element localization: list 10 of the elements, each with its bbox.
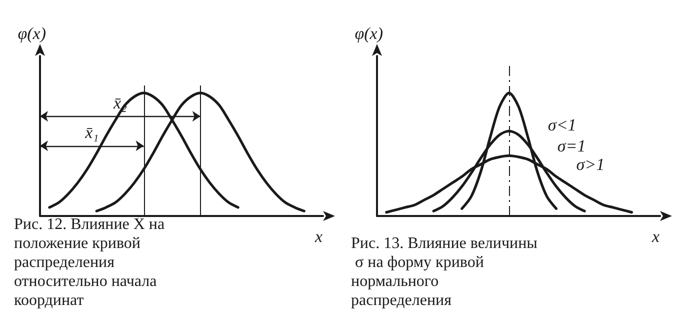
- annotation: x̄₁: [84, 122, 99, 142]
- x-axis-title: x: [651, 227, 660, 246]
- x-axis-title: x: [314, 227, 323, 246]
- y-axis-title: φ(x): [18, 24, 46, 43]
- annotation: x̄₂: [112, 93, 127, 112]
- y-axis-title: φ(x): [354, 24, 384, 43]
- series-label: σ=1: [557, 136, 586, 156]
- series-label: σ<1: [548, 116, 576, 135]
- series-label: σ>1: [576, 155, 605, 174]
- text: Рис. 13. Влияние величины σ на форму кривой нормального распределения: [351, 235, 538, 309]
